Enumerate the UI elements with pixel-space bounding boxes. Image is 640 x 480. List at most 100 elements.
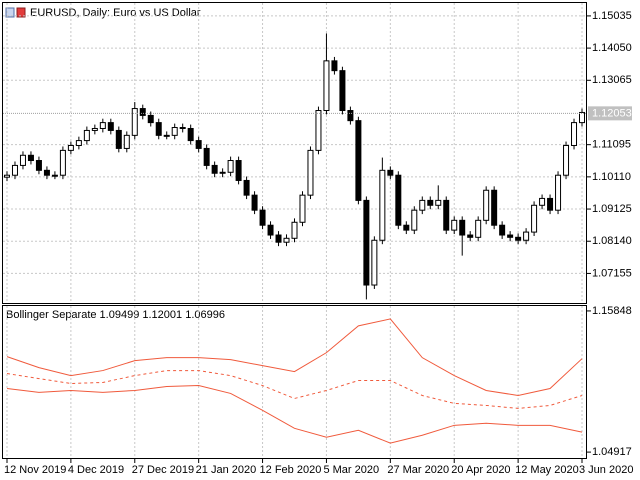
candle-body [451,219,458,231]
candle-body [355,120,362,201]
candle-body [491,189,498,226]
candle-body [507,234,514,238]
candle-body [99,122,106,129]
candle-body [499,224,506,236]
x-tick-label: 12 Feb 2020 [260,464,322,476]
candle-body [419,199,426,211]
candle-body [187,127,194,142]
candle-body [147,114,154,124]
candle-body [91,127,98,131]
y-tick-label: 1.08140 [592,235,632,247]
band-line [6,385,583,444]
band-line [6,318,583,397]
y-tick-label: 1.10110 [592,171,631,183]
indicator-panel [2,305,587,459]
y-tick-label: 1.15035 [592,10,632,22]
candle-body [555,174,562,211]
candle-body [139,108,146,116]
x-tick-label: 3 Jun 2020 [579,464,633,476]
candle-body [115,129,122,149]
candle-body [531,204,538,233]
candle-body [19,154,26,166]
candle-body [379,169,386,241]
candle-body [539,197,546,206]
candle-body [275,234,282,243]
candle-body [171,127,178,136]
candle-body [563,144,570,176]
candle-body [299,194,306,223]
candle-body [459,219,466,236]
last-price-box [588,106,632,121]
candle-body [27,154,34,162]
candle-body [483,189,490,221]
candle-body [547,197,554,211]
candle-body [403,224,410,231]
x-tick-label: 12 Nov 2019 [4,464,66,476]
y-tick-label: 1.15848 [592,305,632,317]
chart-title: EURUSD, Daily: Euro vs US Dollar [30,7,201,19]
candle-body [579,111,586,124]
candle-body [515,236,522,241]
candle-body [235,160,242,181]
candle-body [571,122,578,146]
candle-body [227,160,234,173]
candle-body [11,164,18,176]
candle-body [395,174,402,226]
candle-body [443,199,450,231]
candle-body [267,224,274,236]
candle-body [67,144,74,151]
candle-body [363,199,370,286]
candle-body [163,134,170,137]
last-price-label: 1.12053 [592,107,632,119]
candle-body [347,110,354,122]
band-line [6,370,583,409]
y-tick-label: 1.14050 [592,42,632,54]
candle-body [411,209,418,231]
candle-body [179,127,186,130]
x-tick-label: 4 Dec 2019 [68,464,124,476]
indicator-title: Bollinger Separate 1.09499 1.12001 1.069… [6,309,225,321]
candle-body [83,129,90,142]
candle-body [43,169,50,176]
candle-body [387,169,394,176]
candle-body [427,199,434,206]
x-tick-label: 5 Mar 2020 [323,464,379,476]
candle-body [251,194,258,211]
candle-body [131,108,138,136]
candle-body [371,239,378,286]
candle-body [523,231,530,241]
toolbar-icons [5,7,26,18]
candle-body [203,147,210,166]
candle-body [291,221,298,239]
candle-body [107,122,114,131]
y-tick-label: 1.09125 [592,203,632,215]
y-tick-label: 1.11095 [592,139,631,151]
candle-body [323,60,330,112]
candle-body [307,149,314,196]
candle-body [339,70,346,112]
candle-body [75,140,82,146]
x-tick-label: 20 Apr 2020 [451,464,510,476]
x-tick-label: 21 Jan 2020 [196,464,257,476]
y-tick-label: 1.07155 [592,267,632,279]
candle-body [475,219,482,238]
main-panel [2,2,587,304]
candle-body [35,160,42,171]
candle-body [195,140,202,149]
candle-body [283,237,290,243]
candle-body [331,60,338,72]
candle-body [467,234,474,238]
x-tick-label: 27 Mar 2020 [387,464,449,476]
candle-body [155,122,162,136]
candle-body [315,110,322,151]
candle-body [3,174,10,178]
candle-body [123,134,130,149]
candle-body [51,174,58,177]
y-tick-label: 1.13065 [592,74,632,86]
x-tick-label: 12 May 2020 [515,464,579,476]
candle-body [211,164,218,174]
x-tick-label: 27 Dec 2019 [132,464,194,476]
candle-body [219,171,226,174]
candle-body [243,179,250,196]
